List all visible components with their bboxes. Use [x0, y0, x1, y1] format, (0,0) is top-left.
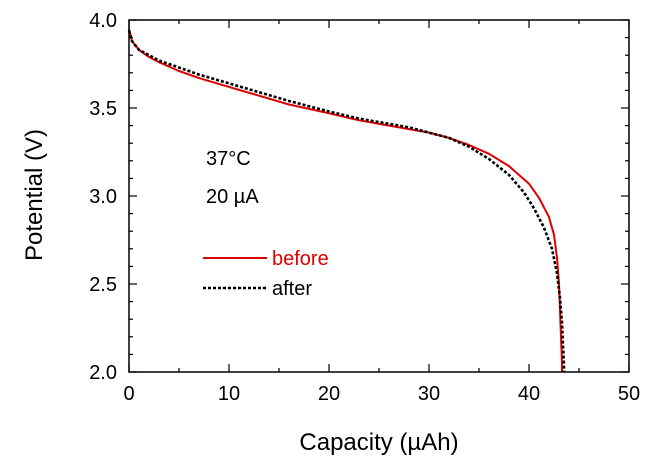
x-tick-label: 30	[418, 383, 440, 405]
annotation-current: 20 µA	[206, 186, 259, 208]
y-tick-label: 2.0	[89, 362, 117, 384]
axis-ticks	[129, 20, 629, 372]
y-tick-label: 2.5	[89, 274, 117, 296]
x-tick-label: 50	[618, 383, 640, 405]
y-axis-title: Potential (V)	[21, 129, 48, 261]
plot-frame	[129, 20, 629, 372]
x-tick-label: 20	[318, 383, 340, 405]
annotation-temperature: 37°C	[206, 148, 251, 170]
legend-label-after: after	[272, 278, 312, 300]
y-tick-label: 3.0	[89, 186, 117, 208]
series-line-after	[129, 31, 564, 372]
x-tick-label: 10	[218, 383, 240, 405]
legend-label-before: before	[272, 248, 329, 270]
legend: before after	[203, 248, 329, 300]
y-tick-label: 3.5	[89, 98, 117, 120]
tick-labels: 0 10 20 30 40 50 2.0 2.5 3.0 3.5 4.0	[89, 10, 640, 405]
series-curves	[129, 29, 564, 372]
x-axis-title: Capacity (µAh)	[299, 429, 458, 456]
y-tick-label: 4.0	[89, 10, 117, 32]
x-tick-label: 40	[518, 383, 540, 405]
x-tick-label: 0	[123, 383, 134, 405]
series-line-before	[129, 29, 562, 372]
